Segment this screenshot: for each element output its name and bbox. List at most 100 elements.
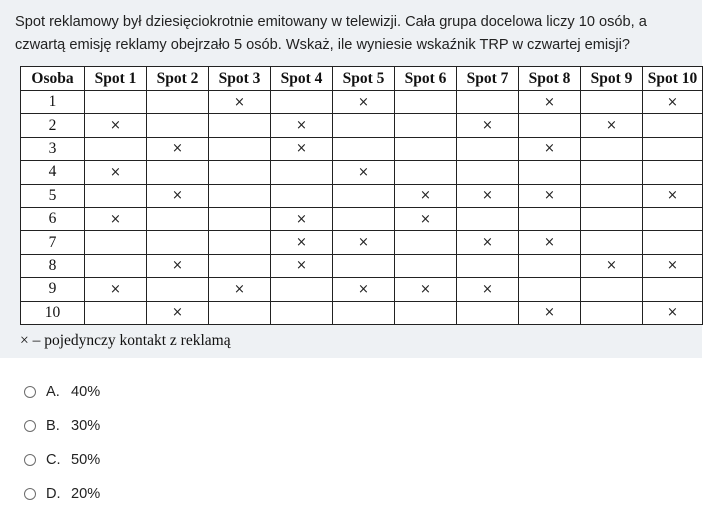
contact-mark-cell: × [580,113,643,138]
contact-mark-cell: × [456,183,519,208]
empty-cell [580,206,643,232]
answer-option-a[interactable]: A. 40% [24,381,100,403]
header-cell: Spot 6 [394,66,457,91]
table-body: 1 × × × × 2 × × × × 3 × × × 4 × × 5 × × × × × 6 × × × 7 × × × × 8 × × × × 9 × ×… [20,89,703,325]
table-row: 8 × × × × [20,253,703,279]
table-row: 2 × × × × [20,113,703,138]
person-number-cell: 3 [20,136,85,162]
empty-cell [270,160,333,185]
empty-cell [332,136,395,162]
empty-cell [456,300,519,325]
empty-cell [208,136,271,162]
empty-cell [580,89,643,115]
empty-cell [332,206,395,232]
contact-mark-cell: × [84,113,147,138]
empty-cell [208,300,271,325]
contact-mark-cell: × [84,206,147,232]
contact-mark-cell: × [642,183,703,208]
answer-option-c[interactable]: C. 50% [24,449,100,471]
empty-cell [642,230,703,255]
empty-cell [580,136,643,162]
empty-cell [84,253,147,279]
empty-cell [456,206,519,232]
header-cell: Spot 3 [208,66,271,91]
empty-cell [642,277,703,302]
empty-cell [394,136,457,162]
contact-mark-cell: × [456,230,519,255]
person-number-cell: 6 [20,206,85,232]
table-row: 5 × × × × × [20,183,703,208]
empty-cell [84,183,147,208]
contact-mark-cell: × [332,230,395,255]
header-cell: Spot 2 [146,66,209,91]
contact-mark-cell: × [270,253,333,279]
radio-button-icon[interactable] [24,420,36,432]
question-text: Spot reklamowy był dziesięciokrotnie emi… [15,14,647,53]
empty-cell [270,183,333,208]
header-cell: Osoba [20,66,85,91]
empty-cell [208,183,271,208]
radio-button-icon[interactable] [24,386,36,398]
contact-mark-cell: × [208,277,271,302]
contact-mark-cell: × [146,253,209,279]
spot-table-container: Osoba Spot 1 Spot 2 Spot 3 Spot 4 Spot 5… [20,66,703,325]
empty-cell [84,300,147,325]
table-row: 1 × × × × [20,89,703,115]
empty-cell [332,113,395,138]
answer-value: 30% [71,418,101,434]
table-row: 3 × × × [20,136,703,162]
empty-cell [146,206,209,232]
table-row: 4 × × [20,160,703,185]
person-number-cell: 1 [20,89,85,115]
empty-cell [394,89,457,115]
person-number-cell: 7 [20,230,85,255]
table-row: 7 × × × × [20,230,703,255]
person-number-cell: 4 [20,160,85,185]
empty-cell [642,160,703,185]
question-panel: Spot reklamowy był dziesięciokrotnie emi… [0,0,703,358]
contact-mark-cell: × [270,206,333,232]
answer-value: 50% [71,452,101,468]
contact-mark-cell: × [642,253,703,279]
empty-cell [208,206,271,232]
contact-mark-cell: × [456,277,519,302]
table-header-row: Osoba Spot 1 Spot 2 Spot 3 Spot 4 Spot 5… [20,66,703,91]
contact-mark-cell: × [332,89,395,115]
table-row: 9 × × × × × [20,277,703,302]
person-number-cell: 10 [20,300,85,325]
empty-cell [146,230,209,255]
contact-mark-cell: × [84,160,147,185]
contact-mark-cell: × [394,206,457,232]
empty-cell [84,136,147,162]
answer-option-b[interactable]: B. 30% [24,415,100,437]
empty-cell [518,206,581,232]
contact-mark-cell: × [456,113,519,138]
person-number-cell: 2 [20,113,85,138]
empty-cell [146,160,209,185]
empty-cell [394,113,457,138]
radio-button-icon[interactable] [24,454,36,466]
radio-button-icon[interactable] [24,488,36,500]
empty-cell [84,89,147,115]
empty-cell [208,230,271,255]
answer-option-d[interactable]: D. 20% [24,483,100,505]
contact-mark-cell: × [270,113,333,138]
contact-mark-cell: × [580,253,643,279]
empty-cell [394,160,457,185]
spot-contact-table: Osoba Spot 1 Spot 2 Spot 3 Spot 4 Spot 5… [20,66,703,325]
header-cell: Spot 7 [456,66,519,91]
empty-cell [456,160,519,185]
header-cell: Spot 9 [580,66,643,91]
answer-letter: D. [46,486,61,502]
table-legend: × – pojedynczy kontakt z reklamą [20,332,231,349]
answer-letter: A. [46,384,60,400]
table-row: 10 × × × [20,300,703,325]
contact-mark-cell: × [146,136,209,162]
empty-cell [456,253,519,279]
empty-cell [518,277,581,302]
empty-cell [146,113,209,138]
empty-cell [580,160,643,185]
header-cell: Spot 5 [332,66,395,91]
empty-cell [270,89,333,115]
empty-cell [642,113,703,138]
